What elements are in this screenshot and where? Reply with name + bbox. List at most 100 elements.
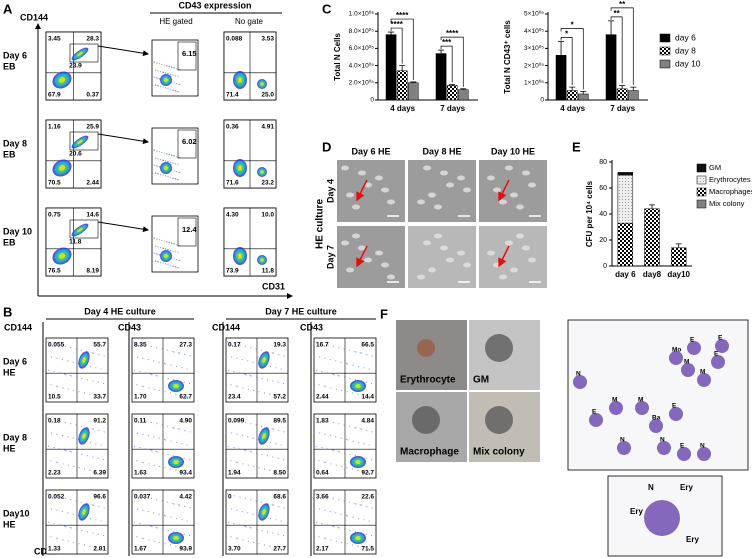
event-dot xyxy=(166,425,169,427)
event-dot xyxy=(255,348,257,350)
event-dot xyxy=(172,265,174,267)
gate xyxy=(69,219,99,239)
event-dot xyxy=(62,539,64,541)
cell xyxy=(669,407,683,421)
event-dot xyxy=(94,546,96,549)
event-dot xyxy=(50,508,53,510)
event-dot xyxy=(167,249,169,251)
bar-segment xyxy=(670,247,687,267)
event-dot xyxy=(236,509,238,511)
gate xyxy=(177,217,197,247)
event-dot xyxy=(136,356,139,358)
event-dot xyxy=(91,428,93,430)
event-dot xyxy=(186,396,188,398)
event-dot xyxy=(155,450,157,452)
event-dot xyxy=(230,460,232,462)
event-dot xyxy=(48,418,50,420)
bar-segment xyxy=(644,208,660,267)
event-dot xyxy=(171,242,173,244)
legend-label: day 10 xyxy=(675,58,701,68)
event-dot xyxy=(155,526,157,528)
event-dot xyxy=(141,385,143,387)
event-dot xyxy=(283,458,285,461)
event-dot xyxy=(133,369,136,371)
density xyxy=(82,509,86,515)
event-dot xyxy=(272,532,274,534)
sig-stars: **** xyxy=(396,11,409,20)
cell xyxy=(341,240,349,246)
event-dot xyxy=(98,505,100,508)
event-dot xyxy=(235,461,237,463)
event-dot xyxy=(187,548,189,550)
legend-swatch xyxy=(696,175,707,185)
y-tick-label: 1.0×10⁰⁶ xyxy=(349,10,375,18)
quadrant-value: 1.63 xyxy=(134,470,147,477)
event-dot xyxy=(164,543,166,545)
quadrant-value: 11.8 xyxy=(69,239,82,246)
bar xyxy=(616,88,628,101)
y-tick-label: 2.0×10⁰⁵ xyxy=(349,79,375,87)
event-dot xyxy=(337,450,339,452)
event-dot xyxy=(341,389,343,392)
event-dot xyxy=(269,545,271,547)
image-label: Mix colony xyxy=(473,447,525,458)
event-dot xyxy=(175,441,178,444)
event-dot xyxy=(315,341,317,343)
event-dot xyxy=(278,505,280,508)
event-dot xyxy=(89,393,91,395)
quadrant-value: 71.4 xyxy=(226,92,239,99)
event-dot xyxy=(167,161,169,163)
quadrant-value: 93.4 xyxy=(179,470,192,477)
event-dot xyxy=(347,515,349,517)
quadrant-value: 10.0 xyxy=(261,212,274,219)
event-dot xyxy=(155,260,157,262)
event-dot xyxy=(245,374,247,376)
quadrant-value: 23.9 xyxy=(69,63,82,70)
event-dot xyxy=(175,258,178,261)
cell-label: Ery xyxy=(680,483,693,492)
event-dot xyxy=(256,452,258,454)
event-dot xyxy=(97,457,99,459)
density xyxy=(355,459,361,465)
event-dot xyxy=(340,361,342,363)
quadrant-value: 91.2 xyxy=(93,418,106,425)
cell xyxy=(505,165,513,171)
event-dot xyxy=(150,449,152,451)
event-dot xyxy=(321,370,323,373)
quadrant-value: 66.5 xyxy=(361,342,374,349)
error-bar xyxy=(630,86,637,91)
event-dot xyxy=(235,385,237,387)
event-dot xyxy=(173,243,175,245)
event-dot xyxy=(92,380,94,382)
x-tick-label: day 6 xyxy=(615,270,636,279)
event-dot xyxy=(172,250,174,252)
event-dot xyxy=(228,418,230,420)
event-dot xyxy=(316,494,318,496)
event-dot xyxy=(148,539,150,541)
event-dot xyxy=(89,517,92,520)
event-dot xyxy=(318,356,321,358)
event-dot xyxy=(283,382,285,385)
density xyxy=(173,459,179,465)
event-dot xyxy=(366,353,368,356)
image-label: Erythrocyte xyxy=(400,375,456,386)
event-dot xyxy=(61,511,63,513)
micrograph xyxy=(479,226,547,288)
event-dot xyxy=(95,367,97,369)
event-dot xyxy=(260,349,263,351)
event-dot xyxy=(354,350,356,353)
event-dot xyxy=(324,538,327,540)
sig-stars: * xyxy=(571,21,575,30)
event-dot xyxy=(326,524,328,526)
event-dot xyxy=(345,438,348,440)
event-dot xyxy=(89,441,92,444)
event-dot xyxy=(230,536,232,538)
row-label: HE xyxy=(3,367,16,377)
quadrant-value: 57.2 xyxy=(273,394,286,401)
event-dot xyxy=(252,513,254,515)
event-dot xyxy=(368,368,370,370)
arrow xyxy=(356,179,368,202)
event-dot xyxy=(156,253,158,255)
event-dot xyxy=(47,521,50,523)
event-dot xyxy=(338,375,340,377)
